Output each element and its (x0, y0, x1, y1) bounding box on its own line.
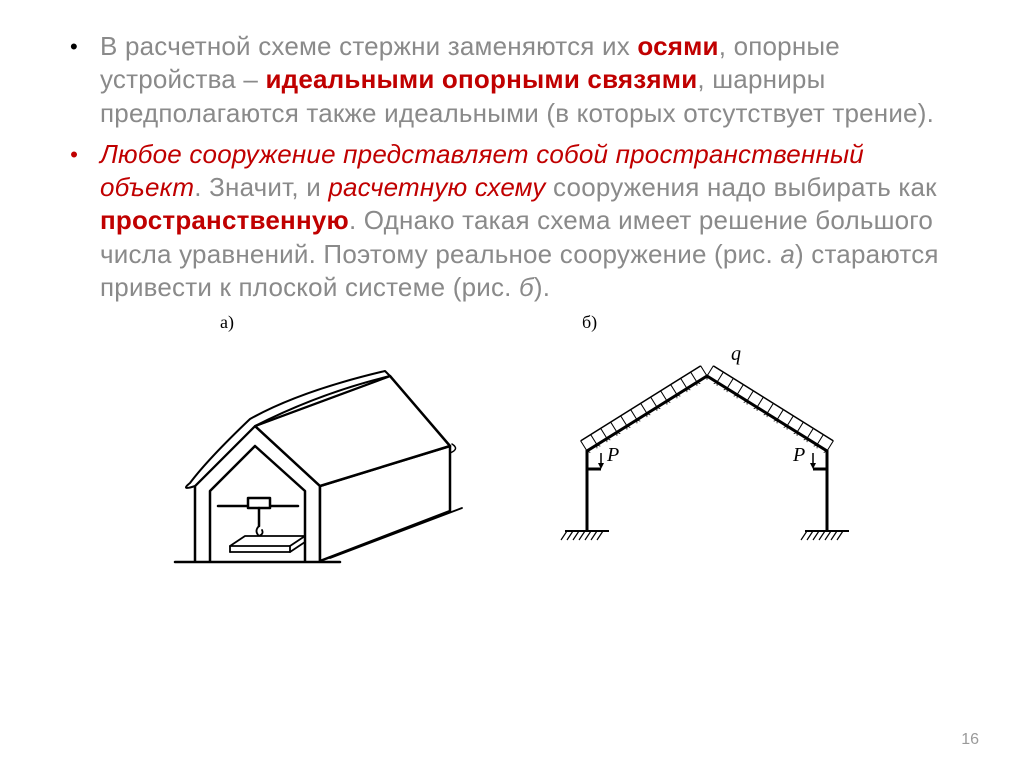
bullet-1: • В расчетной схеме стержни заменяются и… (70, 30, 954, 130)
svg-text:P: P (606, 444, 619, 466)
svg-text:P: P (792, 444, 805, 466)
p1-pre: В расчетной схеме стержни заменяются их (100, 31, 637, 61)
p2-s9: б (519, 272, 534, 302)
para-1: В расчетной схеме стержни заменяются их … (100, 30, 954, 130)
p2-s4: сооружения надо выбирать как (546, 172, 937, 202)
figures-row: а) (70, 312, 954, 581)
p2-s3: расчетную схему (328, 172, 545, 202)
p1-b2: идеальными опорными связями (265, 64, 697, 94)
svg-text:q: q (731, 343, 741, 365)
p2-s2: . Значит, и (194, 172, 328, 202)
fig-b-svg: q P P (527, 331, 907, 581)
fig-a-label: а) (220, 312, 234, 333)
p2-s10: ). (534, 272, 550, 302)
bullet-dot-red: • (70, 138, 100, 304)
page-number: 16 (961, 731, 979, 749)
slide-content: • В расчетной схеме стержни заменяются и… (70, 30, 954, 304)
para-2: Любое сооружение представляет собой прос… (100, 138, 954, 304)
fig-a-svg (100, 331, 500, 581)
bullet-dot: • (70, 30, 100, 130)
p1-b1: осями (637, 31, 718, 61)
figure-a: а) (100, 312, 527, 581)
fig-b-label: б) (582, 312, 597, 333)
bullet-2: • Любое сооружение представляет собой пр… (70, 138, 954, 304)
figure-b: б) q P P (527, 312, 954, 581)
p2-s7: а (780, 239, 795, 269)
p2-s5: пространственную (100, 205, 349, 235)
